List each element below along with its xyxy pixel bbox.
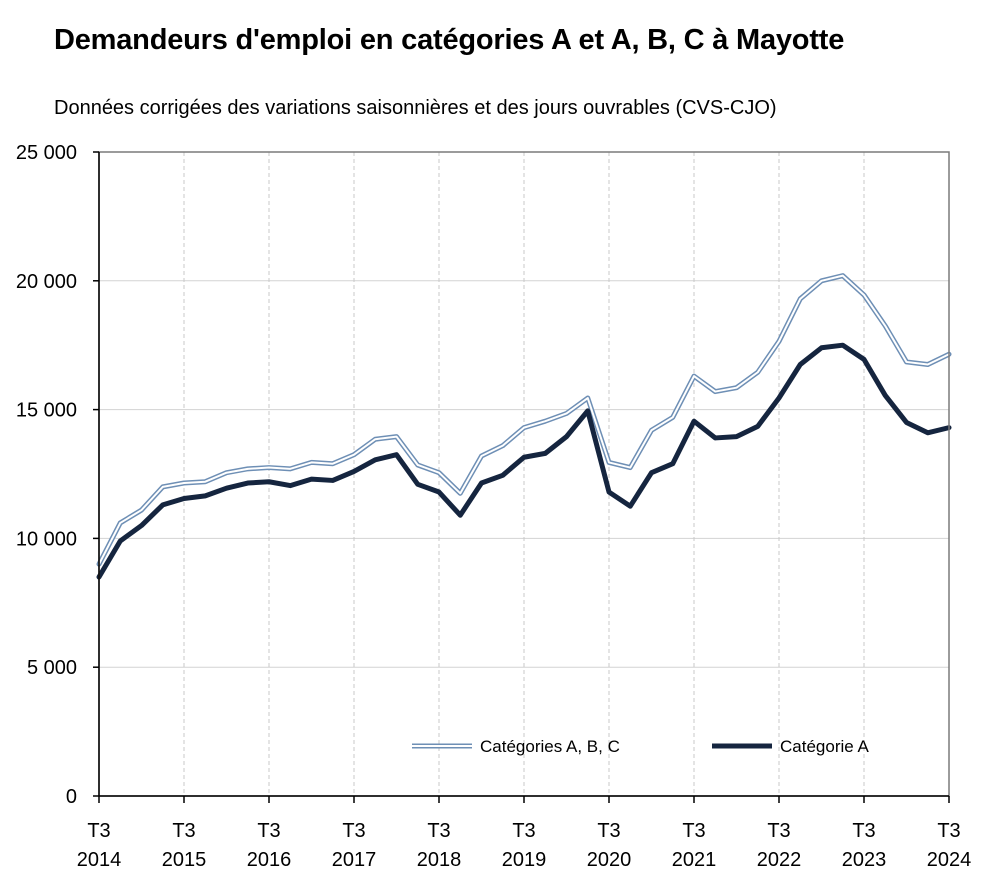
x-tick-label-year: 2014: [77, 849, 122, 871]
x-tick-label-quarter: T3: [512, 820, 535, 842]
legend-label-abc: Catégories A, B, C: [480, 737, 620, 756]
x-tick-label-quarter: T3: [682, 820, 705, 842]
x-tick-label-year: 2019: [502, 849, 547, 871]
x-tick-label-year: 2015: [162, 849, 207, 871]
chart-subtitle: Données corrigées des variations saisonn…: [54, 97, 777, 119]
series-line-abc-inner: [98, 274, 950, 566]
x-tick-label-year: 2023: [842, 849, 887, 871]
x-tick-label-quarter: T3: [767, 820, 790, 842]
y-tick-label: 15 000: [16, 400, 77, 422]
legend: Catégories A, B, C Catégorie A: [412, 737, 869, 756]
axes: 0 5 000 10 000 15 000 20 000 25 000 T3 2014 T3 20…: [16, 142, 971, 871]
series: [96, 273, 952, 580]
x-tick-label-quarter: T3: [852, 820, 875, 842]
y-tick-label: 25 000: [16, 142, 77, 164]
x-tick-label-quarter: T3: [427, 820, 450, 842]
series-line-a: [96, 342, 952, 580]
x-tick-label-year: 2018: [417, 849, 462, 871]
x-tick-label-year: 2017: [332, 849, 377, 871]
x-tick-label-year: 2016: [247, 849, 292, 871]
x-tick-label-quarter: T3: [257, 820, 280, 842]
x-tick-label-year: 2020: [587, 849, 632, 871]
y-tick-label: 5 000: [27, 657, 77, 679]
x-tick-label-quarter: T3: [937, 820, 960, 842]
chart-title: Demandeurs d'emploi en catégories A et A…: [54, 24, 845, 56]
y-tick-label: 10 000: [16, 528, 77, 550]
x-tick-label-quarter: T3: [172, 820, 195, 842]
x-tick-label-quarter: T3: [342, 820, 365, 842]
x-tick-label-quarter: T3: [87, 820, 110, 842]
y-tick-label: 0: [66, 786, 77, 808]
legend-label-a: Catégorie A: [780, 737, 869, 756]
x-tick-label-year: 2022: [757, 849, 802, 871]
y-tick-label: 20 000: [16, 271, 77, 293]
x-tick-label-year: 2024: [927, 849, 972, 871]
x-tick-label-year: 2021: [672, 849, 717, 871]
x-tick-label-quarter: T3: [597, 820, 620, 842]
